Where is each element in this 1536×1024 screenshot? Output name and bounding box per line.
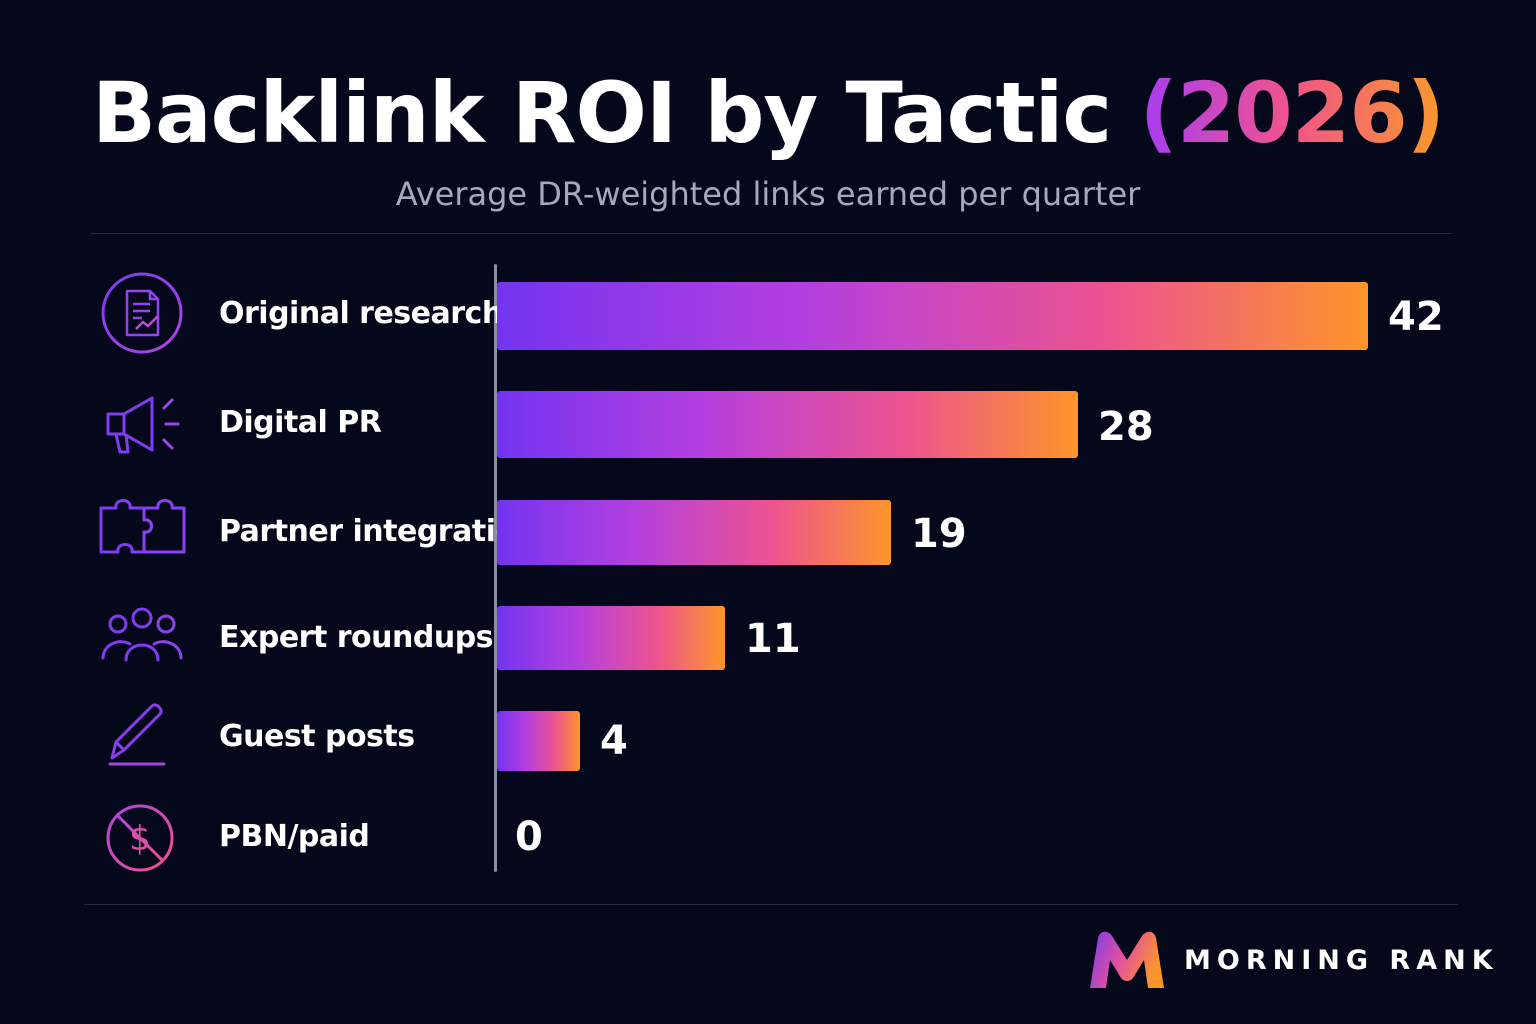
value-label: 11 [745,616,801,662]
bottom-divider [84,904,1458,905]
title-main: Backlink ROI by Tactic [91,64,1112,162]
top-divider [90,233,1452,234]
category-label: Expert roundups [219,620,494,655]
bar-original-research [497,282,1368,350]
y-axis-line [494,264,497,872]
category-label: Guest posts [219,719,415,754]
value-label: 42 [1388,294,1444,340]
value-label: 19 [911,511,967,557]
bar-guest-posts [497,711,580,771]
m-logo-icon [1090,931,1164,988]
brand-name: MORNING RANK [1184,945,1499,976]
chart-title: Backlink ROI by Tactic (2026) [0,58,1536,168]
document-chart-icon [101,272,183,354]
title-accent: (2026) [1139,64,1445,162]
puzzle-icon [99,499,186,554]
value-label: 4 [600,718,628,764]
megaphone-icon [106,396,180,454]
bar-digital-pr [497,391,1078,458]
bar-expert-roundups [497,606,725,670]
category-label: PBN/paid [219,819,370,854]
value-label: 28 [1098,404,1154,450]
pencil-icon [108,703,166,766]
people-group-icon [101,607,183,662]
chart-subtitle: Average DR-weighted links earned per qua… [395,175,1141,213]
category-label: Digital PR [219,405,382,440]
category-label: Original research [219,296,503,331]
svg-text:$: $ [129,819,151,859]
value-label: 0 [515,814,543,860]
bar-partner-integrations [497,500,891,565]
no-dollar-icon: $ [106,804,174,872]
